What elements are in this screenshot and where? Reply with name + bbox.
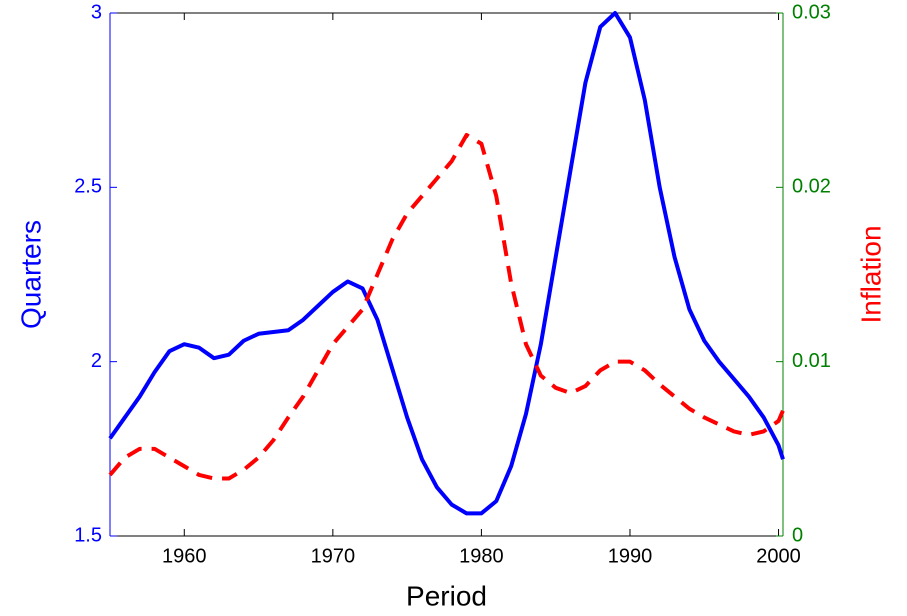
y-tick-label: 3 bbox=[91, 1, 102, 23]
x-tick-label: 1980 bbox=[459, 545, 504, 567]
x-tick-label: 1960 bbox=[162, 545, 207, 567]
x-tick-label: 1990 bbox=[608, 545, 653, 567]
y2-tick-label: 0.01 bbox=[792, 350, 831, 372]
y-axis-label: Quarters bbox=[15, 220, 46, 329]
y2-tick-label: 0 bbox=[792, 524, 803, 546]
y-tick-label: 2 bbox=[91, 350, 102, 372]
y2-axis-label: Inflation bbox=[855, 225, 886, 323]
x-tick-label: 1970 bbox=[311, 545, 356, 567]
y2-tick-label: 0.02 bbox=[792, 176, 831, 198]
x-tick-label: 2000 bbox=[756, 545, 801, 567]
y-tick-label: 1.5 bbox=[74, 524, 102, 546]
line-series bbox=[108, 133, 785, 481]
line-series bbox=[108, 11, 785, 516]
y-tick-label: 2.5 bbox=[74, 176, 102, 198]
y2-tick-label: 0.03 bbox=[792, 1, 831, 23]
x-axis-label: Period bbox=[406, 580, 487, 611]
